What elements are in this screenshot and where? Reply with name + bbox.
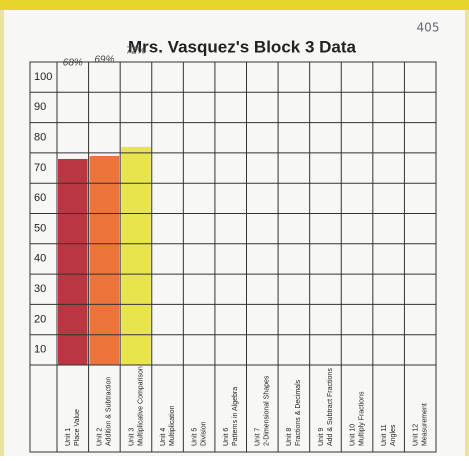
y-tick-label: 50	[34, 222, 46, 234]
y-tick-label: 60	[34, 192, 46, 204]
x-tick-label-line: Unit 2	[97, 428, 104, 446]
y-tick-label: 20	[34, 313, 46, 325]
x-tick-label-line: Angles	[390, 424, 397, 446]
x-tick-label-line: Add & Subtract Fractions	[327, 368, 334, 446]
x-tick-label-line: Unit 9	[318, 428, 325, 446]
value-label: 69%	[94, 55, 114, 66]
x-tick-label-line: Patterns in Algebra	[232, 387, 239, 446]
x-tick-label-line: Unit 7	[255, 428, 262, 446]
chart-title: Mrs. Vasquez's Block 3 Data	[128, 37, 357, 56]
x-tick-label-line: Measurement	[422, 403, 429, 446]
annotation: 405	[417, 21, 440, 35]
yellow-strip	[0, 0, 469, 10]
bar	[58, 159, 88, 365]
x-tick-label-line: 2-Dimensional Shapes	[264, 375, 271, 446]
y-tick-label: 30	[34, 283, 46, 295]
x-tick-label-line: Multiplicative Comparison	[137, 366, 144, 446]
x-tick-label-line: Unit 12	[413, 424, 420, 446]
y-tick-label: 40	[34, 253, 46, 265]
bar	[90, 156, 120, 365]
y-tick-label: 70	[34, 162, 46, 174]
x-tick-label-line: Unit 1	[65, 428, 72, 446]
x-tick-label-line: Unit 8	[286, 428, 293, 446]
y-tick-label: 90	[34, 101, 46, 113]
x-tick-label-line: Division	[200, 421, 207, 446]
x-tick-label-line: Multiplication	[169, 405, 176, 446]
y-tick-label: 10	[34, 344, 46, 356]
chart: Mrs. Vasquez's Block 3 Data 405 68% 69% 72…	[0, 0, 469, 456]
x-tick-label-line: Addition & Subtraction	[106, 377, 113, 446]
value-label: 68%	[63, 58, 83, 69]
x-tick-label-line: Multiply Fractions	[358, 391, 365, 446]
y-tick-label: 80	[34, 132, 46, 144]
y-tick-label: 100	[34, 71, 52, 83]
x-tick-label-line: Unit 3	[128, 428, 135, 446]
bar	[121, 147, 151, 365]
x-tick-label-line: Unit 4	[160, 428, 167, 446]
value-label: 72%	[126, 45, 146, 56]
x-tick-label-line: Unit 6	[223, 428, 230, 446]
x-tick-label-line: Unit 11	[381, 424, 388, 446]
x-tick-label-line: Unit 10	[349, 424, 356, 446]
x-tick-label-line: Fractions & Decimals	[295, 379, 302, 446]
x-tick-label-line: Unit 5	[191, 428, 198, 446]
x-tick-label-line: Place Value	[74, 409, 81, 446]
